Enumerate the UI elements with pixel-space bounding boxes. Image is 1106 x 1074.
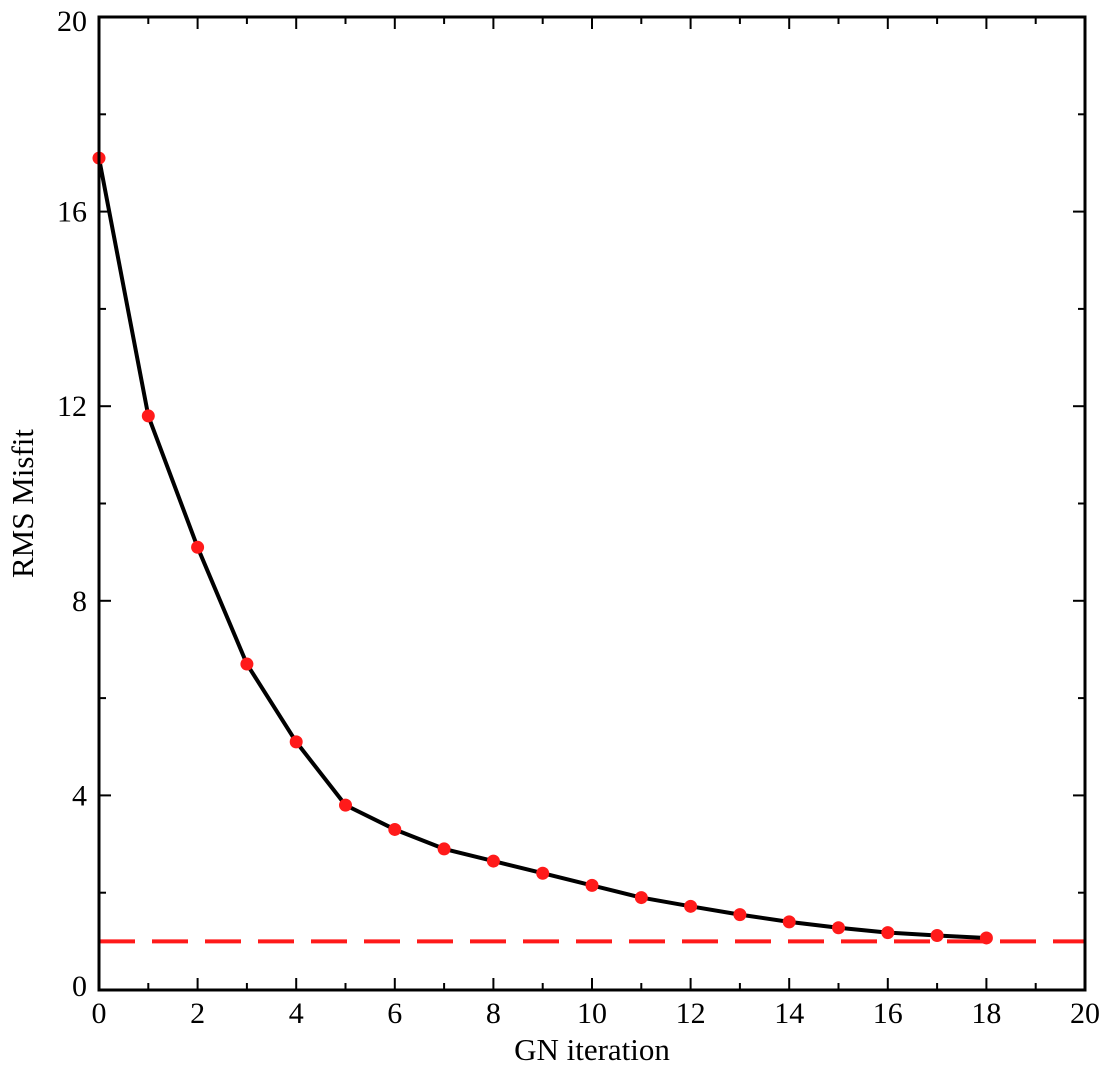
axis-ticks <box>98 16 1086 991</box>
y-tick-label: 8 <box>72 585 87 618</box>
data-point-marker <box>289 735 303 749</box>
x-tick-label: 18 <box>971 997 1001 1030</box>
y-tick-label: 20 <box>57 5 87 38</box>
data-point-marker <box>536 866 550 880</box>
data-point-marker <box>585 878 599 892</box>
x-tick-label: 12 <box>676 997 706 1030</box>
series-markers-layer <box>92 151 993 945</box>
data-point-marker <box>881 926 895 940</box>
plot-frame <box>97 15 1087 992</box>
x-tick-label: 2 <box>190 997 205 1030</box>
x-tick-label: 10 <box>577 997 607 1030</box>
x-tick-label: 14 <box>774 997 804 1030</box>
data-point-marker <box>634 891 648 905</box>
tick-labels: 0 2 4 6 8 10 12 14 16 18 20 0 4 8 12 16 20 <box>57 5 1100 1030</box>
data-point-marker <box>684 899 698 913</box>
misfit-series-line <box>97 157 987 940</box>
data-point-marker <box>388 822 402 836</box>
x-tick-label: 16 <box>873 997 903 1030</box>
data-point-marker <box>782 915 796 929</box>
x-tick-label: 0 <box>92 997 107 1030</box>
data-point-marker <box>930 929 944 943</box>
data-point-marker <box>486 854 500 868</box>
y-tick-label: 0 <box>72 970 87 1003</box>
data-point-marker <box>979 931 993 945</box>
y-tick-label: 16 <box>57 196 87 229</box>
data-point-marker <box>339 798 352 812</box>
x-tick-label: 20 <box>1070 997 1100 1030</box>
data-point-marker <box>240 657 254 671</box>
y-tick-label: 12 <box>57 390 87 423</box>
data-point-marker <box>733 908 747 922</box>
y-tick-label: 4 <box>72 779 87 812</box>
data-point-marker <box>832 921 845 935</box>
x-tick-label: 8 <box>486 997 501 1030</box>
data-point-marker <box>141 409 155 423</box>
x-axis-label: GN iteration <box>514 1032 670 1067</box>
data-point-marker <box>437 842 451 856</box>
x-tick-label: 6 <box>387 997 402 1030</box>
data-point-marker <box>191 540 205 554</box>
x-tick-label: 4 <box>289 997 304 1030</box>
y-axis-label: RMS Misfit <box>5 429 40 578</box>
series-line-layer <box>97 157 987 940</box>
